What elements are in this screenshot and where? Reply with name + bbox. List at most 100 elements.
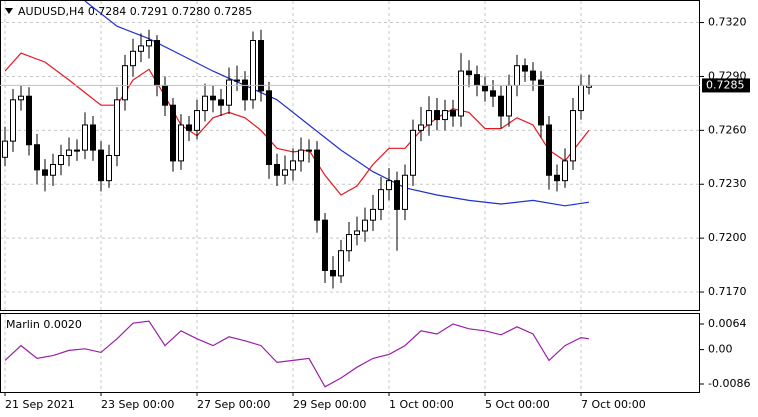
candle-body [242,79,248,101]
candle-body [458,70,464,117]
moving-average [84,1,590,207]
candle-body [578,84,584,112]
candle-body [82,124,88,151]
candle-body [354,230,360,236]
indicator-line [4,320,590,388]
candle-body [90,124,96,151]
x-tick-label: 1 Oct 00:00 [389,398,454,411]
candle-body [154,40,160,86]
candle-body [74,149,80,152]
candle-body [106,155,112,182]
candle-body [418,124,424,131]
candle-body [346,234,352,252]
candle-body [2,140,8,158]
x-tick-label: 21 Sep 2021 [5,398,75,411]
chart-title: AUDUSD,H4 0.7284 0.7291 0.7280 0.7285 [18,5,252,18]
candle-body [370,208,376,221]
main-frame [0,0,700,311]
y-tick-label: 0.7230 [708,177,747,190]
candle-body [378,189,384,210]
candle-body [330,269,336,277]
candle-body [114,99,120,156]
candle-body [530,70,536,81]
candle-body [546,124,552,176]
candle-body [234,79,240,82]
candle-body [18,95,24,101]
candle-body [210,95,216,101]
candle-body [466,70,472,76]
candle-body [290,160,296,171]
candle-body [266,90,272,165]
main-plot [2,1,592,289]
candle-body [538,79,544,126]
candle-body [162,84,168,106]
candle-body [338,250,344,277]
candle-body [178,124,184,162]
indicator-title: Marlin 0.0020 [6,318,82,331]
candle-body [522,65,528,72]
candle-body [450,110,456,117]
plot: 0.73200.72900.72600.72300.72000.71700.00… [0,1,750,411]
candle-body [202,95,208,112]
indicator-y-tick-label: 0.00 [708,343,733,356]
candle-body [402,174,408,210]
candle-body [314,149,320,221]
candle-body [322,219,328,271]
x-tick-label: 5 Oct 00:00 [485,398,550,411]
candle-body [282,169,288,176]
candle-body [306,149,312,152]
y-tick-label: 0.7320 [708,16,747,29]
candle-body [98,149,104,182]
candle-body [298,149,304,162]
candle-body [362,219,368,232]
candle-body [186,124,192,131]
candle-body [474,74,480,86]
candle-body [226,79,232,106]
candle-body [442,110,448,121]
candle-body [122,65,128,101]
candle-body [138,45,144,52]
candle-body [570,110,576,162]
candle-body [490,90,496,97]
candle-body [498,95,504,117]
indicator-y-tick-label: -0.0086 [708,377,750,390]
y-tick-label: 0.7260 [708,123,747,136]
price-tag [702,78,750,93]
candle-body [146,40,152,47]
indicator-plot [4,320,590,388]
x-tick-label: 27 Sep 00:00 [197,398,270,411]
candle-body [42,169,48,176]
candle-body [274,163,280,176]
indicator-y-tick-label: 0.0064 [708,317,747,330]
candle-body [50,163,56,176]
candle-body [130,50,136,67]
candle-body [562,160,568,182]
y-tick-label: 0.7170 [708,285,747,298]
candle-body [554,174,560,182]
candle-body [386,180,392,191]
y-tick-label: 0.7200 [708,231,747,244]
x-tick-label: 29 Sep 00:00 [293,398,366,411]
candle-body [194,110,200,131]
candle-body [34,144,40,171]
candle-body [394,180,400,210]
candle-body [434,110,440,121]
candle-body [426,110,432,126]
candle-body [410,129,416,176]
candle-body [258,40,264,92]
candle-body [218,99,224,106]
candle-body [170,104,176,162]
indicator-frame [0,313,700,393]
x-tick-label: 23 Sep 00:00 [101,398,174,411]
price-tag-label: 0.7285 [706,78,745,91]
candle-body [58,155,64,165]
menu-arrow[interactable] [5,8,13,14]
candle-body [250,40,256,101]
candle-body [514,65,520,86]
candle-body [66,149,72,156]
candle-body [506,84,512,117]
x-tick-label: 7 Oct 00:00 [581,398,646,411]
candle-body [482,84,488,92]
candle-body [10,99,16,142]
